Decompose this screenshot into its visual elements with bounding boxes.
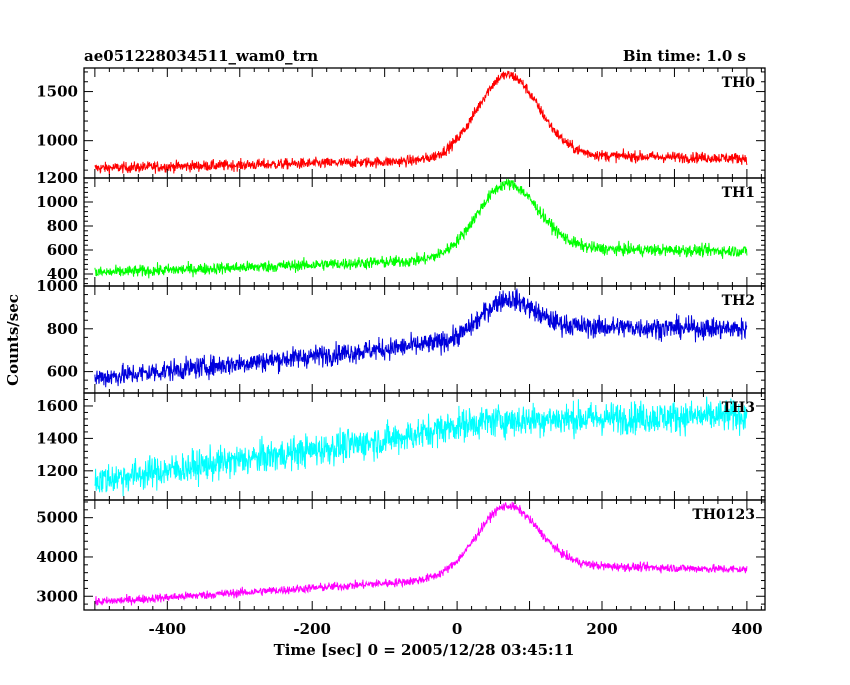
panel-label-th3: TH3 (722, 400, 755, 416)
panel-label-th1: TH1 (722, 185, 755, 201)
y-tick-label-th2: 1000 (36, 277, 78, 295)
y-tick-label-th1: 800 (47, 217, 78, 235)
y-tick-label-th0123: 5000 (36, 509, 78, 527)
y-tick-label-th0123: 4000 (36, 548, 78, 566)
y-tick-label-th3: 1200 (36, 462, 78, 480)
panels-group: 1000 1500 TH0 400 600 800 1000 1200 TH1 600 800 100… (36, 67, 766, 638)
panel-label-th0123: TH0123 (692, 507, 755, 523)
series-line-th1 (94, 178, 748, 279)
panel-frame-th0123 (83, 499, 766, 611)
x-tick-label: -400 (149, 620, 187, 638)
x-tick-label: -200 (293, 620, 331, 638)
x-axis-label: Time [sec] 0 = 2005/12/28 03:45:11 (274, 641, 575, 659)
series-line-th0 (94, 70, 748, 176)
y-axis-label: Counts/sec (4, 294, 22, 386)
panel-label-th0: TH0 (722, 75, 756, 91)
series-line-th2 (94, 288, 748, 388)
series-line-th0123 (94, 501, 748, 606)
y-tick-label-th1: 400 (47, 265, 78, 283)
x-tick-label: 400 (731, 620, 762, 638)
y-tick-label-th1: 1000 (36, 193, 78, 211)
y-tick-label-th2: 600 (47, 363, 78, 381)
y-tick-label-th3: 1600 (36, 397, 78, 415)
chart-title: ae051228034511_wam0_trn (84, 47, 318, 65)
y-tick-label-th1: 600 (47, 241, 78, 259)
x-tick-label: 200 (586, 620, 617, 638)
y-tick-label-th0: 1500 (36, 83, 78, 101)
y-tick-label-th2: 800 (47, 320, 78, 338)
panel-label-th2: TH2 (722, 293, 755, 309)
y-tick-label-th3: 1400 (36, 429, 78, 447)
y-tick-label-th0123: 3000 (36, 587, 78, 605)
y-tick-label-th1: 1200 (36, 169, 78, 187)
series-line-th3 (94, 396, 748, 497)
y-tick-label-th0: 1000 (36, 132, 78, 150)
x-tick-label: 0 (452, 620, 462, 638)
panel-frame-th3 (83, 392, 766, 501)
bin-time-label: Bin time: 1.0 s (623, 47, 746, 65)
